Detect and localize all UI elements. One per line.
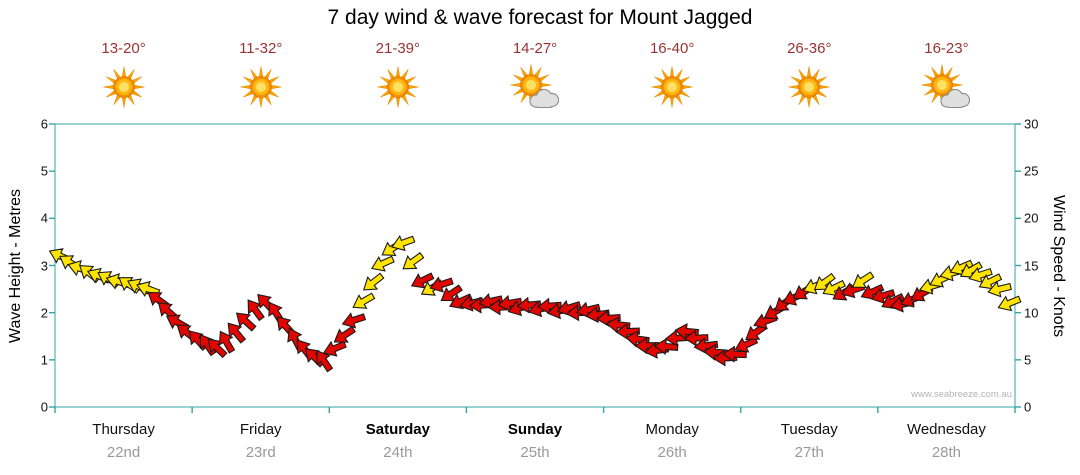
wind-arrow bbox=[402, 252, 425, 270]
date-label: 25th bbox=[520, 444, 550, 461]
wind-arrow bbox=[851, 271, 875, 289]
wind-arrow bbox=[596, 309, 621, 327]
wind-arrow bbox=[235, 312, 257, 332]
sun-icon bbox=[784, 64, 834, 112]
date-label: 28th bbox=[931, 444, 962, 461]
day-label: Sunday bbox=[507, 421, 563, 438]
wind-arrow bbox=[674, 322, 700, 340]
wind-arrow bbox=[516, 296, 542, 314]
watermark: www.seabreeze.com.au bbox=[911, 389, 1012, 400]
wave-height-tick: 5 bbox=[40, 163, 48, 179]
day-label: Thursday bbox=[92, 421, 155, 438]
wind-speed-tick: 10 bbox=[1024, 305, 1039, 321]
sun-icon bbox=[647, 64, 697, 112]
wind-arrow bbox=[247, 299, 265, 322]
date-label: 24th bbox=[383, 444, 413, 461]
wind-arrow bbox=[429, 276, 454, 293]
wind-speed-tick: 30 bbox=[1024, 116, 1039, 132]
wind-arrow bbox=[978, 273, 1003, 290]
wind-speed-tick: 25 bbox=[1024, 163, 1039, 179]
wave-height-tick: 0 bbox=[40, 399, 48, 415]
wind-arrow bbox=[822, 279, 846, 296]
wind-arrow bbox=[352, 292, 376, 309]
date-label: 26th bbox=[657, 444, 687, 461]
wind-arrow bbox=[968, 266, 993, 284]
wind-arrow bbox=[333, 325, 356, 343]
wind-speed-tick: 5 bbox=[1024, 352, 1032, 368]
sun-icon bbox=[373, 64, 423, 112]
wind-arrow bbox=[537, 297, 562, 315]
wind-arrow bbox=[870, 287, 896, 305]
temperature-range: 11-32° bbox=[239, 40, 283, 57]
date-label: 27th bbox=[794, 444, 824, 461]
wind-arrow bbox=[218, 330, 236, 354]
wind-arrow bbox=[615, 322, 640, 341]
sun-cloud-icon bbox=[921, 64, 971, 112]
wave-height-tick: 3 bbox=[40, 258, 48, 273]
wave-height-tick: 2 bbox=[40, 305, 48, 321]
date-label: 23rd bbox=[245, 444, 276, 461]
wind-arrow bbox=[813, 272, 836, 291]
wind-arrow bbox=[997, 295, 1022, 312]
wind-arrow bbox=[410, 272, 435, 289]
temperature-range: 13-20° bbox=[101, 40, 146, 57]
wind-arrow bbox=[959, 261, 983, 278]
temperature-range: 14-27° bbox=[512, 40, 558, 57]
wind-arrow bbox=[634, 337, 660, 355]
wind-arrow bbox=[440, 284, 463, 302]
temperature-range: 16-40° bbox=[649, 40, 695, 57]
wind-speed-tick: 0 bbox=[1024, 399, 1032, 415]
sun-icon bbox=[236, 64, 286, 112]
wind-arrow bbox=[860, 283, 885, 300]
wind-speed-tick: 15 bbox=[1024, 258, 1039, 273]
day-label: Tuesday bbox=[780, 421, 838, 438]
temperature-range: 16-23° bbox=[924, 40, 969, 57]
wind-arrow bbox=[703, 343, 728, 361]
date-label: 22nd bbox=[106, 444, 141, 461]
wind-arrow bbox=[497, 294, 523, 312]
day-label: Monday bbox=[645, 421, 699, 438]
sun-cloud-icon bbox=[510, 64, 560, 112]
wind-arrow bbox=[391, 235, 416, 252]
day-label: Friday bbox=[239, 421, 282, 438]
wind-arrow bbox=[987, 280, 1012, 298]
page-title: 7 day wind & wave forecast for Mount Jag… bbox=[327, 6, 753, 29]
wind-arrow bbox=[605, 316, 631, 334]
sun-icon bbox=[99, 64, 149, 112]
wind-arrow bbox=[362, 272, 385, 291]
temperature-range: 21-39° bbox=[375, 40, 421, 57]
wave-height-tick: 6 bbox=[40, 116, 48, 132]
wave-height-tick: 1 bbox=[40, 352, 48, 368]
wind-arrow bbox=[227, 322, 247, 344]
temperature-range: 26-36° bbox=[787, 40, 832, 57]
wind-arrow bbox=[683, 329, 709, 347]
wind-arrow bbox=[207, 338, 228, 359]
wind-arrow bbox=[341, 312, 367, 329]
day-label: Saturday bbox=[365, 421, 430, 438]
wind-arrow bbox=[949, 259, 974, 276]
wind-speed-tick: 20 bbox=[1024, 210, 1039, 226]
day-label: Wednesday bbox=[906, 421, 986, 438]
wind-arrow bbox=[693, 337, 719, 355]
wave-height-tick: 4 bbox=[40, 210, 48, 226]
wind-arrow bbox=[370, 255, 395, 272]
